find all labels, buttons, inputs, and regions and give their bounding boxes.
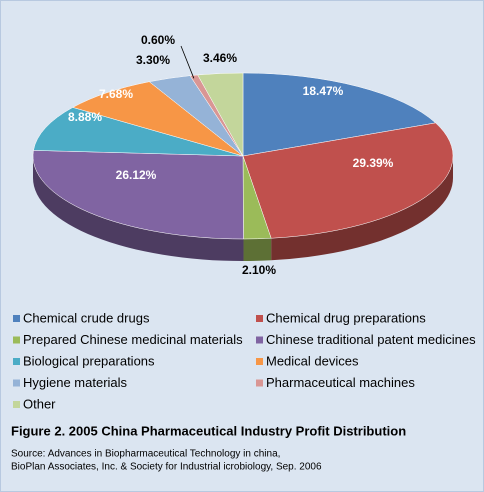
data-label: 26.12% — [116, 168, 157, 182]
legend-swatch — [13, 358, 20, 365]
legend-label: Chinese traditional patent medicines — [266, 332, 476, 347]
pie-slice — [242, 122, 454, 239]
legend-swatch — [13, 379, 20, 387]
legend-swatch — [256, 379, 263, 387]
data-label: 3.30% — [136, 53, 170, 67]
legend-swatch — [256, 315, 263, 322]
slice-side — [243, 238, 272, 261]
data-label: 29.39% — [353, 156, 394, 170]
legend-label: Medical devices — [266, 353, 359, 368]
legend-label: Chemical crude drugs — [23, 310, 150, 325]
chart-title: Figure 2. 2005 China Pharmaceutical Indu… — [11, 423, 406, 438]
data-label: 0.60% — [141, 33, 175, 47]
data-label: 2.10% — [242, 263, 276, 277]
pie-slice — [242, 72, 437, 157]
legend-label: Pharmaceutical machines — [266, 375, 415, 390]
legend-swatch — [13, 315, 20, 322]
source-note: Source: Advances in Biopharmaceutical Te… — [11, 449, 280, 460]
legend-label: Other — [23, 396, 56, 411]
legend-swatch — [13, 336, 20, 344]
pie-slice — [33, 107, 244, 157]
source-note: BioPlan Associates, Inc. & Society for I… — [11, 462, 322, 473]
data-label: 8.88% — [68, 110, 102, 124]
legend-swatch — [256, 358, 263, 365]
legend-label: Prepared Chinese medicinal materials — [23, 332, 243, 347]
pie-slice — [72, 81, 244, 157]
pie-slice — [32, 150, 244, 240]
legend-label: Chemical drug preparations — [266, 310, 426, 325]
pie-slice — [197, 72, 244, 157]
data-label: 7.68% — [99, 87, 133, 101]
data-label: 18.47% — [303, 84, 344, 98]
slice-side — [33, 156, 244, 261]
data-label: 3.46% — [203, 51, 237, 65]
leader-line — [180, 45, 195, 79]
slice-side — [271, 156, 453, 261]
legend-swatch — [256, 336, 263, 344]
legend-label: Biological preparations — [23, 353, 155, 368]
legend-swatch — [13, 401, 20, 408]
legend-label: Hygiene materials — [23, 375, 128, 390]
